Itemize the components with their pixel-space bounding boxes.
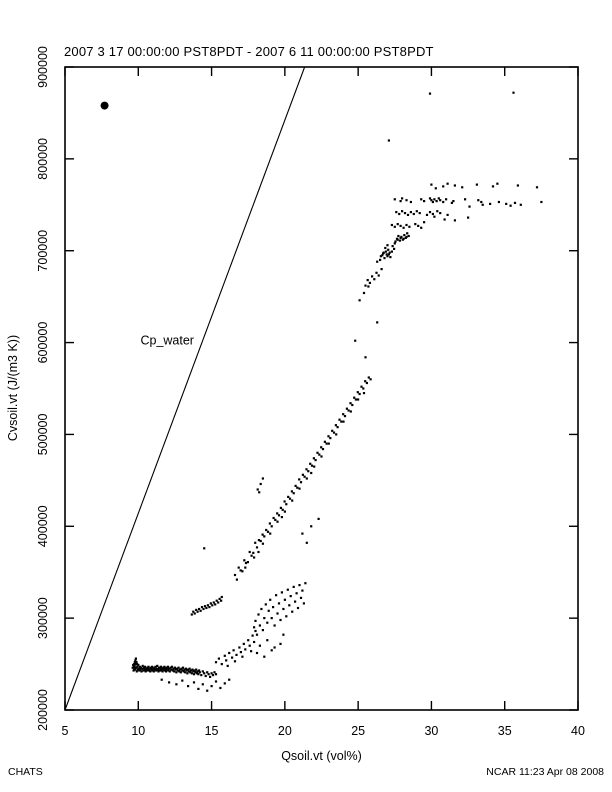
x-tick-label: 5 xyxy=(62,724,69,738)
footer-credit-timestamp: NCAR 11:23 Apr 08 2008 xyxy=(486,766,604,778)
y-tick-label: 200000 xyxy=(36,689,50,731)
y-tick-label: 500000 xyxy=(36,414,50,456)
y-tick-label: 900000 xyxy=(36,46,50,88)
x-tick-label: 20 xyxy=(278,724,292,738)
y-tick-label: 400000 xyxy=(36,505,50,547)
footer-project-label: CHATS xyxy=(8,766,43,778)
x-tick-label: 15 xyxy=(205,724,219,738)
x-tick-label: 25 xyxy=(351,724,365,738)
y-tick-label: 300000 xyxy=(36,597,50,639)
x-tick-label: 30 xyxy=(424,724,438,738)
y-axis-label: Cvsoil.vt (J/(m3 K)) xyxy=(6,334,20,442)
chart-title: 2007 3 17 00:00:00 PST8PDT - 2007 6 11 0… xyxy=(64,44,434,59)
x-tick-label: 40 xyxy=(571,724,585,738)
cp-water-label: Cp_water xyxy=(140,333,194,347)
large-dot-marker xyxy=(100,101,109,110)
x-tick-label: 35 xyxy=(498,724,512,738)
y-tick-label: 700000 xyxy=(36,230,50,272)
cp-water-reference-line xyxy=(64,66,306,711)
y-tick-label: 600000 xyxy=(36,322,50,364)
plot-frame xyxy=(64,66,579,711)
scatter-points xyxy=(131,91,543,692)
x-axis-label: Qsoil.vt (vol%) xyxy=(281,749,362,763)
y-tick-label: 800000 xyxy=(36,138,50,180)
x-tick-label: 10 xyxy=(131,724,145,738)
